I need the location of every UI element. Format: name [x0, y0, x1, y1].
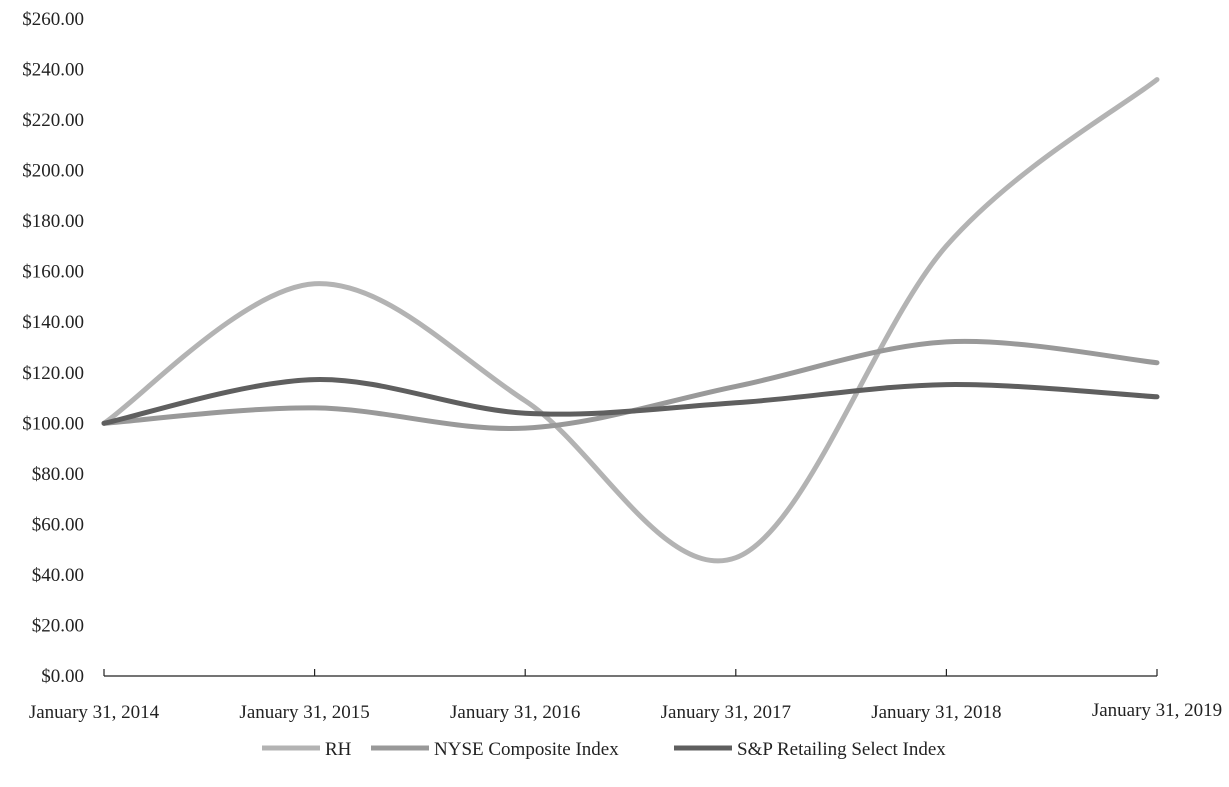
- x-tick-label: January 31, 2016: [450, 702, 580, 723]
- legend: RH NYSE Composite Index S&P Retailing Sele…: [262, 739, 946, 760]
- x-tick-label: January 31, 2015: [239, 702, 369, 723]
- y-tick-label: $20.00: [32, 615, 84, 636]
- x-axis: [103, 669, 1158, 677]
- series-line-rh: [101, 77, 1160, 564]
- y-tick-label: $260.00: [22, 9, 84, 30]
- x-tick-label: January 31, 2019: [1092, 700, 1222, 721]
- series-line-s-p-retailing-select-index: [101, 377, 1160, 426]
- x-tick-label: January 31, 2017: [661, 702, 791, 723]
- y-tick-label: $60.00: [32, 514, 84, 535]
- x-axis-tick-labels: January 31, 2014 January 31, 2015 January …: [29, 700, 1222, 723]
- y-tick-label: $160.00: [22, 262, 84, 283]
- y-tick-label: $140.00: [22, 312, 84, 333]
- series-lines: [101, 77, 1160, 564]
- y-tick-label: $100.00: [22, 413, 84, 434]
- y-tick-label: $180.00: [22, 211, 84, 232]
- y-tick-label: $80.00: [32, 464, 84, 485]
- x-tick-label: January 31, 2018: [871, 702, 1001, 723]
- y-tick-label: $240.00: [22, 60, 84, 81]
- y-tick-label: $120.00: [22, 363, 84, 384]
- y-tick-label: $0.00: [41, 666, 84, 687]
- y-tick-label: $40.00: [32, 565, 84, 586]
- legend-label-s-p-retailing-select-index: S&P Retailing Select Index: [737, 739, 946, 760]
- legend-label-rh: RH: [325, 739, 352, 760]
- y-tick-label: $200.00: [22, 161, 84, 182]
- legend-label-nyse-composite-index: NYSE Composite Index: [434, 739, 619, 760]
- y-axis-tick-labels: $0.00 $20.00 $40.00 $60.00 $80.00 $100.00 $120…: [22, 9, 84, 687]
- y-tick-label: $220.00: [22, 110, 84, 131]
- x-tick-label: January 31, 2014: [29, 702, 160, 723]
